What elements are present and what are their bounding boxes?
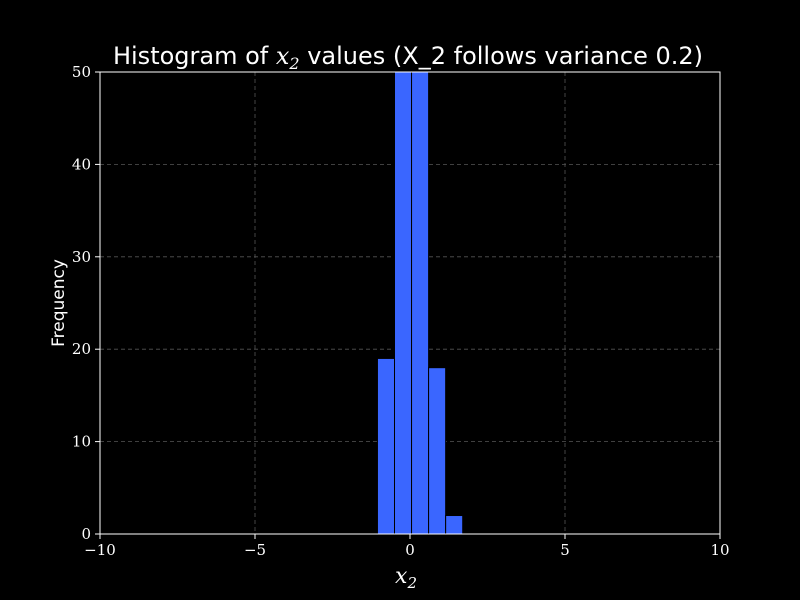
x-axis-label-var: x	[395, 564, 408, 589]
chart-title: Histogram of x2 values (X_2 follows vari…	[113, 42, 703, 73]
y-tick-label: 10	[72, 433, 91, 451]
x-axis-label: x2	[395, 564, 417, 592]
x-axis-label-sub: 2	[406, 574, 417, 592]
x-tick-label: −10	[84, 541, 116, 559]
chart-title-math-sub: 2	[288, 54, 299, 73]
histogram-bar	[376, 357, 396, 535]
y-tick-label: 20	[72, 340, 91, 358]
histogram-bar	[445, 515, 464, 535]
chart-title-math-var: x	[276, 42, 290, 70]
histogram-bar	[411, 71, 430, 535]
y-tick-label: 30	[72, 248, 91, 266]
y-tick-label: 50	[72, 63, 91, 81]
x-tick-label: −5	[244, 541, 266, 559]
x-tick-label: 5	[560, 541, 570, 559]
y-tick-label: 0	[81, 525, 91, 543]
bars	[376, 71, 464, 535]
x-tick-label: 0	[405, 541, 415, 559]
ticks: −10 −5 0 5 10 0 10 20 30 40 50	[72, 63, 730, 559]
y-axis-label: Frequency	[49, 259, 69, 347]
x-tick-label: 10	[710, 541, 729, 559]
y-tick-label: 40	[72, 155, 91, 173]
histogram-bar	[394, 71, 413, 535]
chart-title-prefix: Histogram of	[113, 42, 276, 70]
histogram-bar	[428, 367, 447, 535]
chart-title-suffix: values (X_2 follows variance 0.2)	[300, 42, 703, 70]
